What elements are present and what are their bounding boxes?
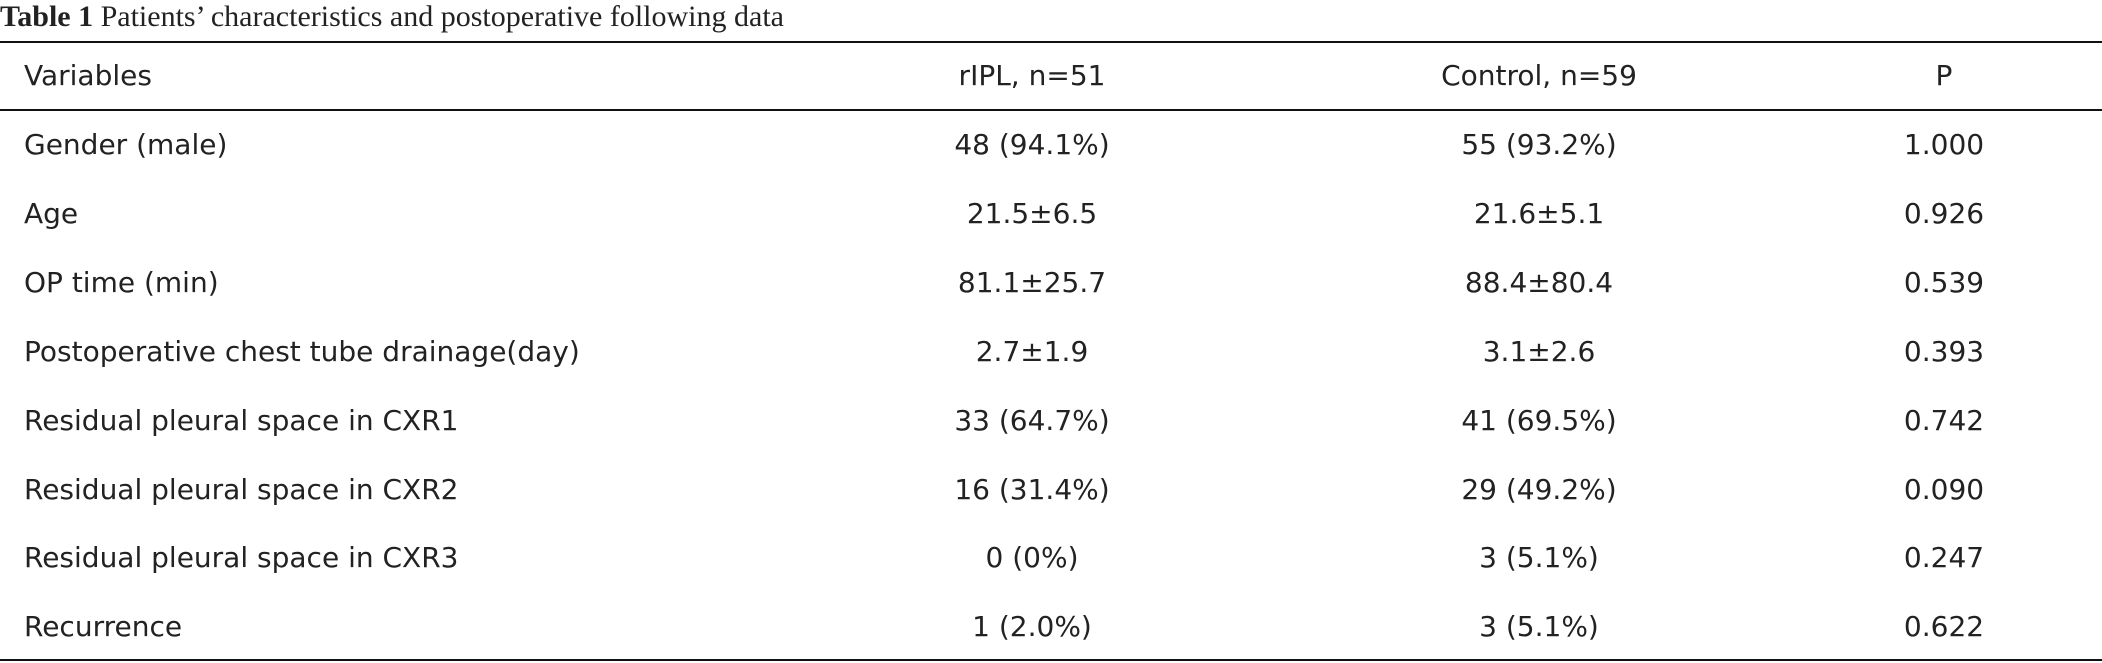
caption-label: Table 1 (0, 0, 94, 33)
row-label: Age (24, 196, 79, 230)
header-cell: rIPL, n=51 (958, 59, 1106, 92)
row-label: Residual pleural space in CXR2 (24, 472, 459, 506)
bottom-rule (0, 659, 2102, 661)
data-cell: 48 (94.1%) (954, 128, 1110, 161)
data-cell: 33 (64.7%) (954, 403, 1110, 437)
header-rule (0, 109, 2102, 111)
row-label: Residual pleural space in CXR3 (24, 541, 459, 575)
data-cell: 0.090 (1903, 472, 1985, 506)
data-cell: 1.000 (1903, 128, 1985, 161)
data-cell: 2.7±1.9 (975, 334, 1089, 368)
top-rule (0, 41, 2102, 43)
row-label: Recurrence (24, 610, 183, 644)
row-label: Postoperative chest tube drainage(day) (24, 334, 580, 368)
data-cell: 55 (93.2%) (1461, 128, 1617, 161)
data-cell: 0.393 (1903, 334, 1985, 368)
table-caption: Table 1 Patients’ characteristics and po… (0, 0, 784, 36)
data-cell: 88.4±80.4 (1464, 265, 1614, 299)
data-cell: 81.1±25.7 (957, 265, 1107, 299)
data-cell: 0.742 (1903, 403, 1985, 437)
data-cell: 0.926 (1903, 196, 1985, 230)
data-cell: 29 (49.2%) (1461, 472, 1617, 506)
data-cell: 0 (0%) (985, 541, 1079, 575)
header-cell: Variables (24, 59, 152, 92)
header-cell: P (1935, 59, 1953, 92)
data-cell: 0.539 (1903, 265, 1985, 299)
data-cell: 16 (31.4%) (954, 472, 1110, 506)
data-cell: 21.6±5.1 (1473, 196, 1605, 230)
header-cell: Control, n=59 (1441, 59, 1637, 92)
row-label: Gender (male) (24, 128, 228, 161)
data-cell: 21.5±6.5 (966, 196, 1098, 230)
caption-text: Patients’ characteristics and postoperat… (100, 0, 784, 33)
data-cell: 3 (5.1%) (1479, 610, 1599, 644)
row-label: OP time (min) (24, 265, 219, 299)
data-cell: 3 (5.1%) (1479, 541, 1599, 575)
data-cell: 0.622 (1903, 610, 1985, 644)
data-cell: 41 (69.5%) (1461, 403, 1617, 437)
data-cell: 0.247 (1903, 541, 1985, 575)
data-cell: 3.1±2.6 (1482, 334, 1596, 368)
row-label: Residual pleural space in CXR1 (24, 403, 459, 437)
data-cell: 1 (2.0%) (972, 610, 1092, 644)
